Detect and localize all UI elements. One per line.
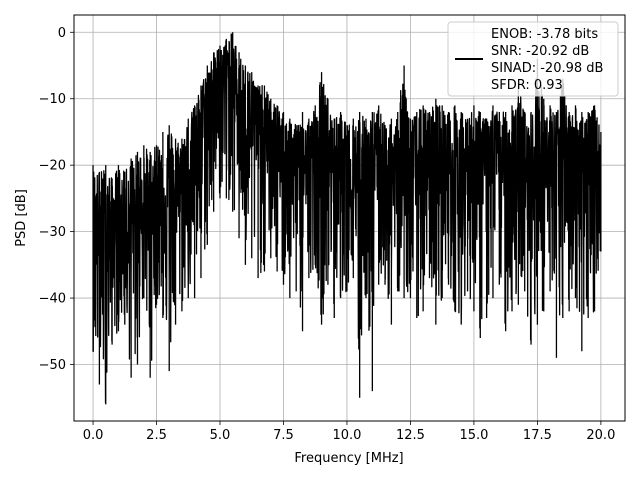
x-tick-label: 2.5 bbox=[146, 428, 167, 443]
psd-series-line bbox=[92, 32, 602, 405]
y-tick-label: −30 bbox=[39, 225, 66, 240]
y-axis-ticks: 0 −10 −20 −30 −40 −50 bbox=[39, 26, 74, 373]
legend-entry-sinad: SINAD: -20.98 dB bbox=[491, 61, 603, 76]
x-tick-label: 5.0 bbox=[210, 428, 231, 443]
y-axis-label: PSD [dB] bbox=[14, 189, 29, 247]
x-tick-label: 10.0 bbox=[332, 428, 361, 443]
x-tick-label: 12.5 bbox=[396, 428, 425, 443]
series-group bbox=[92, 32, 602, 405]
y-tick-label: −10 bbox=[39, 92, 66, 107]
y-tick-label: 0 bbox=[58, 26, 66, 41]
x-tick-label: 7.5 bbox=[273, 428, 294, 443]
y-tick-label: −50 bbox=[39, 358, 66, 373]
legend: ENOB: -3.78 bits SNR: -20.92 dB SINAD: -… bbox=[447, 21, 619, 97]
y-tick-label: −40 bbox=[39, 292, 66, 307]
legend-entry-snr: SNR: -20.92 dB bbox=[491, 44, 589, 59]
y-tick-label: −20 bbox=[39, 159, 66, 174]
x-tick-label: 17.5 bbox=[523, 428, 552, 443]
x-axis-ticks: 0.0 2.5 5.0 7.5 10.0 12.5 15.0 17.5 20.0 bbox=[83, 421, 615, 443]
x-tick-label: 20.0 bbox=[586, 428, 615, 443]
x-axis-label: Frequency [MHz] bbox=[294, 451, 403, 466]
legend-box bbox=[447, 21, 619, 97]
x-tick-label: 0.0 bbox=[83, 428, 104, 443]
x-tick-label: 15.0 bbox=[459, 428, 488, 443]
plot-frame bbox=[73, 14, 626, 422]
legend-entry-enob: ENOB: -3.78 bits bbox=[491, 27, 598, 42]
legend-entry-sfdr: SFDR: 0.93 bbox=[491, 78, 563, 93]
